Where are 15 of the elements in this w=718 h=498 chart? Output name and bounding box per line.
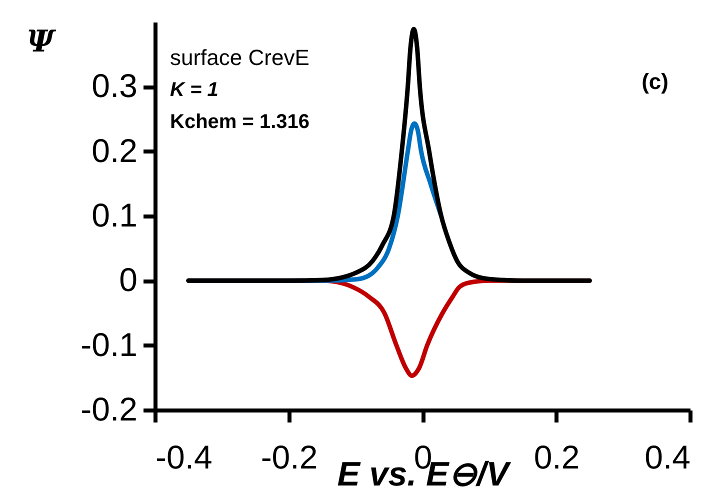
- y-tick-label: -0.1: [80, 326, 138, 363]
- y-tick-label: 0.1: [92, 196, 138, 234]
- annotation: surface CrevE: [170, 45, 310, 70]
- x-tick-label: 0.4: [644, 438, 690, 476]
- y-axis-title: Ψ: [26, 24, 57, 60]
- annotation: (c): [642, 69, 668, 94]
- y-tick-label: 0: [119, 261, 138, 298]
- y-tick-label: 0.3: [92, 67, 138, 104]
- x-tick-label: -0.2: [260, 438, 318, 476]
- y-tick-label: 0.2: [92, 132, 138, 169]
- x-tick-label: 0.2: [534, 438, 580, 476]
- annotation: Kchem = 1.316: [170, 111, 310, 133]
- x-tick-label: -0.4: [156, 438, 212, 476]
- y-tick-label: -0.2: [80, 390, 138, 428]
- annotation: K = 1: [170, 79, 218, 101]
